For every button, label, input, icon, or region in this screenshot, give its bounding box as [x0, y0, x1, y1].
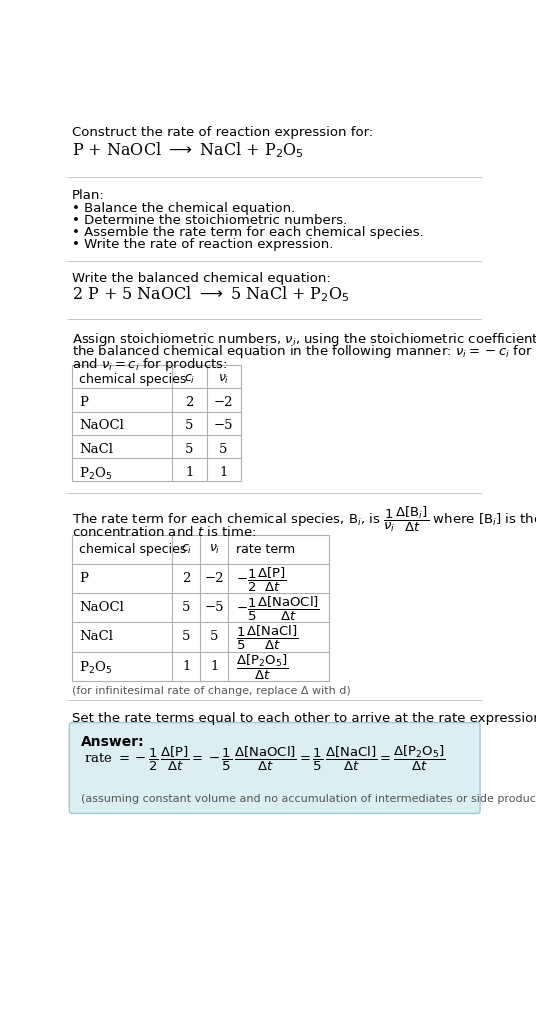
Text: 1: 1 — [185, 465, 193, 478]
Text: Assign stoichiometric numbers, $\nu_i$, using the stoichiometric coefficients, $: Assign stoichiometric numbers, $\nu_i$, … — [72, 331, 536, 348]
Text: $\dfrac{1}{5}\dfrac{\Delta[\mathrm{NaCl}]}{\Delta t}$: $\dfrac{1}{5}\dfrac{\Delta[\mathrm{NaCl}… — [236, 624, 299, 651]
Text: $\nu_i$: $\nu_i$ — [209, 542, 220, 555]
Text: • Write the rate of reaction expression.: • Write the rate of reaction expression. — [72, 239, 333, 251]
FancyBboxPatch shape — [69, 723, 480, 814]
Text: P$_2$O$_5$: P$_2$O$_5$ — [79, 465, 113, 481]
Text: The rate term for each chemical species, B$_i$, is $\dfrac{1}{\nu_i}\dfrac{\Delt: The rate term for each chemical species,… — [72, 504, 536, 534]
Text: Write the balanced chemical equation:: Write the balanced chemical equation: — [72, 272, 330, 285]
Text: 5: 5 — [182, 601, 190, 614]
Text: and $\nu_i = c_i$ for products:: and $\nu_i = c_i$ for products: — [72, 355, 227, 372]
Text: • Assemble the rate term for each chemical species.: • Assemble the rate term for each chemic… — [72, 225, 423, 239]
Text: $c_i$: $c_i$ — [181, 542, 192, 555]
Text: NaOCl: NaOCl — [79, 601, 124, 614]
Text: rate term: rate term — [236, 542, 295, 555]
Text: (for infinitesimal rate of change, replace Δ with d): (for infinitesimal rate of change, repla… — [72, 685, 351, 696]
Text: −5: −5 — [214, 419, 233, 432]
Text: (assuming constant volume and no accumulation of intermediates or side products): (assuming constant volume and no accumul… — [81, 793, 536, 803]
Text: 2: 2 — [182, 571, 190, 584]
Text: 2 P + 5 NaOCl $\longrightarrow$ 5 NaCl + P$_2$O$_5$: 2 P + 5 NaOCl $\longrightarrow$ 5 NaCl +… — [72, 284, 349, 304]
Text: concentration and $t$ is time:: concentration and $t$ is time: — [72, 525, 256, 539]
Text: Answer:: Answer: — [81, 734, 145, 748]
Text: 5: 5 — [185, 442, 193, 455]
Text: $-\dfrac{1}{2}\dfrac{\Delta[\mathrm{P}]}{\Delta t}$: $-\dfrac{1}{2}\dfrac{\Delta[\mathrm{P}]}… — [236, 565, 287, 593]
Text: P$_2$O$_5$: P$_2$O$_5$ — [79, 659, 113, 675]
Text: NaCl: NaCl — [79, 442, 114, 455]
Text: P: P — [79, 571, 88, 584]
Text: 1: 1 — [182, 659, 190, 672]
Text: Plan:: Plan: — [72, 189, 105, 202]
Text: Construct the rate of reaction expression for:: Construct the rate of reaction expressio… — [72, 126, 373, 139]
Text: • Balance the chemical equation.: • Balance the chemical equation. — [72, 201, 295, 214]
Text: 5: 5 — [185, 419, 193, 432]
Text: NaCl: NaCl — [79, 630, 114, 643]
Text: Set the rate terms equal to each other to arrive at the rate expression:: Set the rate terms equal to each other t… — [72, 712, 536, 724]
Text: −5: −5 — [205, 601, 224, 614]
Text: 5: 5 — [219, 442, 228, 455]
Text: −2: −2 — [214, 396, 233, 408]
Text: P: P — [79, 396, 88, 408]
Text: $-\dfrac{1}{5}\dfrac{\Delta[\mathrm{NaOCl}]}{\Delta t}$: $-\dfrac{1}{5}\dfrac{\Delta[\mathrm{NaOC… — [236, 594, 320, 623]
Bar — [72, 366, 241, 481]
Text: • Determine the stoichiometric numbers.: • Determine the stoichiometric numbers. — [72, 213, 347, 226]
Text: NaOCl: NaOCl — [79, 419, 124, 432]
Text: 2: 2 — [185, 396, 193, 408]
Text: chemical species: chemical species — [79, 542, 187, 555]
Text: 5: 5 — [182, 630, 190, 643]
Text: −2: −2 — [205, 571, 224, 584]
Text: P + NaOCl $\longrightarrow$ NaCl + P$_2$O$_5$: P + NaOCl $\longrightarrow$ NaCl + P$_2$… — [72, 140, 303, 160]
Text: 1: 1 — [210, 659, 219, 672]
Text: $\nu_i$: $\nu_i$ — [218, 373, 229, 386]
Text: the balanced chemical equation in the following manner: $\nu_i = -c_i$ for react: the balanced chemical equation in the fo… — [72, 343, 536, 360]
Text: chemical species: chemical species — [79, 373, 187, 386]
Text: 5: 5 — [210, 630, 219, 643]
Text: 1: 1 — [219, 465, 228, 478]
Text: $\dfrac{\Delta[\mathrm{P_2O_5}]}{\Delta t}$: $\dfrac{\Delta[\mathrm{P_2O_5}]}{\Delta … — [236, 652, 288, 681]
Text: $c_i$: $c_i$ — [184, 373, 195, 386]
Text: rate $= -\dfrac{1}{2}\,\dfrac{\Delta[\mathrm{P}]}{\Delta t} = -\dfrac{1}{5}\,\df: rate $= -\dfrac{1}{2}\,\dfrac{\Delta[\ma… — [84, 743, 446, 772]
Bar — [72, 535, 329, 681]
